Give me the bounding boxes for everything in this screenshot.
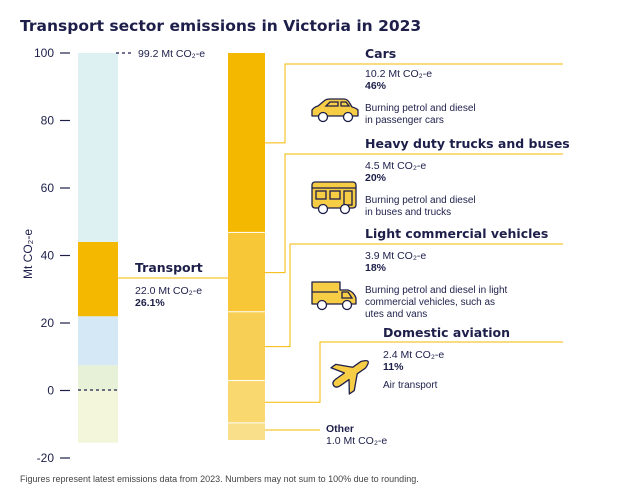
transport-label: Transport <box>135 260 203 275</box>
category-description: Burning petrol and diesel <box>365 103 476 114</box>
category-description: Burning petrol and diesel <box>365 195 476 206</box>
left-bar-segment <box>78 242 118 317</box>
breakdown-segment <box>228 232 265 312</box>
y-tick-label: 20 <box>41 316 55 330</box>
transport-breakdown-bar <box>228 53 265 440</box>
left-bar-segment <box>78 316 118 366</box>
category-title: Cars <box>365 46 396 61</box>
bus-icon <box>311 181 357 215</box>
category-value: 4.5 Mt CO₂-e <box>365 160 426 172</box>
breakdown-segment <box>228 423 265 440</box>
plane-icon <box>330 359 369 395</box>
category-labels: Cars 10.2 Mt CO₂-e46% Burning petrol and d… <box>265 46 570 447</box>
category-description: in buses and trucks <box>365 207 451 218</box>
category-value: 1.0 Mt CO₂-e <box>326 435 387 447</box>
van-icon <box>311 281 357 311</box>
category-pct: 18% <box>365 262 387 274</box>
category-title: Light commercial vehicles <box>365 226 548 241</box>
leader-line <box>265 243 563 348</box>
car-icon <box>311 98 359 123</box>
footnote: Figures represent latest emissions data … <box>20 474 419 484</box>
category-title: Domestic aviation <box>383 325 510 340</box>
category-pct: 11% <box>383 361 404 373</box>
category-value: 3.9 Mt CO₂-e <box>365 250 426 262</box>
category-description: in passenger cars <box>365 115 444 126</box>
category-title: Other <box>326 423 354 435</box>
total-label: 99.2 Mt CO₂-e <box>138 48 205 60</box>
y-tick-label: 100 <box>34 46 54 60</box>
category-pct: 46% <box>365 80 387 92</box>
total-emissions-bar <box>78 53 118 443</box>
category-title: Heavy duty trucks and buses <box>365 136 570 151</box>
y-tick-label: 40 <box>41 249 55 263</box>
category-description: Burning petrol and diesel in light <box>365 285 508 296</box>
category-description: utes and vans <box>365 309 427 320</box>
chart-title: Transport sector emissions in Victoria i… <box>20 17 421 35</box>
category-value: 10.2 Mt CO₂-e <box>365 68 432 80</box>
transport-pct: 26.1% <box>135 297 165 309</box>
category-pct: 20% <box>365 172 387 184</box>
y-tick-label: 60 <box>41 181 55 195</box>
category-description: commercial vehicles, such as <box>365 297 495 308</box>
y-axis-label: Mt CO₂-e <box>21 229 35 279</box>
leader-line <box>265 341 563 403</box>
y-tick-label: -20 <box>37 451 55 465</box>
leader-line <box>265 153 563 274</box>
breakdown-segment <box>228 312 265 381</box>
y-axis: 100 80 60 40 20 0 -20 <box>34 46 70 465</box>
transport-value: 22.0 Mt CO₂-e <box>135 285 202 297</box>
breakdown-segment <box>228 381 265 423</box>
y-tick-label: 0 <box>47 384 54 398</box>
leader-line <box>265 63 563 144</box>
category-description: Air transport <box>383 380 438 391</box>
category-value: 2.4 Mt CO₂-e <box>383 349 444 361</box>
breakdown-segment <box>228 53 265 232</box>
left-bar-segment <box>78 53 118 242</box>
y-tick-label: 80 <box>41 114 55 128</box>
left-bar-segment <box>78 390 118 443</box>
left-bar-segment <box>78 365 118 391</box>
